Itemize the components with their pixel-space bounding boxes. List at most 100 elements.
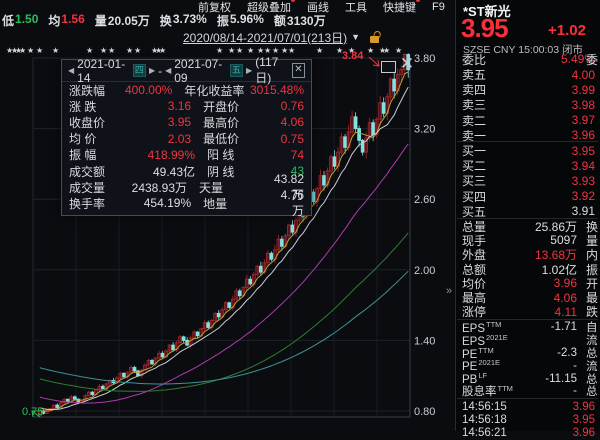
stat-value: -2.3 xyxy=(557,346,577,359)
event-star-icon: ★ xyxy=(126,46,133,55)
stat-value: 25.86万 xyxy=(534,219,577,234)
stat-label: 最高 xyxy=(462,291,487,306)
next-day-arrow-2[interactable]: ▶ xyxy=(246,66,253,75)
level-label: 卖二 xyxy=(462,113,487,128)
stat-label: 地量 xyxy=(203,196,228,211)
restore-window-icon[interactable] xyxy=(381,61,396,73)
level-price: 3.95 xyxy=(571,143,595,158)
stat-superscript: 2021E xyxy=(486,332,508,342)
event-star-icon: ★ xyxy=(281,46,288,55)
y-axis-label: 1.40 xyxy=(414,335,435,347)
start-dow-badge: 四 xyxy=(132,64,146,77)
ask-levels: 卖五 4.00 卖四 3.99 卖三 3.98 卖二 3.97 卖一 3.96 xyxy=(455,67,600,143)
stat-label: 总额 xyxy=(462,262,487,277)
date-range-row: 2020/08/14-2021/07/01(213日) ▼ xyxy=(183,29,380,45)
period-high-marker: 3.84 xyxy=(342,50,364,62)
bid-row: 买一 3.95 xyxy=(455,143,600,159)
event-star-icon: ★ xyxy=(272,46,279,55)
event-star-icon: ★ xyxy=(27,46,34,55)
event-star-icon: ★ xyxy=(379,46,386,55)
stat-value: 3.96 xyxy=(553,276,577,291)
event-star-icon: ★ xyxy=(336,46,343,55)
unlock-icon[interactable] xyxy=(370,35,380,43)
range-stats-row: 换手率 454.19% 地量 4.76万 xyxy=(62,188,311,218)
chevron-down-icon[interactable]: ▼ xyxy=(351,32,361,42)
level-price: 3.94 xyxy=(571,158,595,173)
level-price: 3.98 xyxy=(571,97,595,112)
stat-振: 振 5.96% xyxy=(217,12,264,29)
divider xyxy=(457,319,598,320)
stat-value: 1.02亿 xyxy=(541,262,577,277)
stat-value: 418.99% xyxy=(147,147,195,162)
quote-stats: 总量 25.86万换现手 5097 量外盘 13.68万内总额 1.02亿振均价 3.96 开… xyxy=(455,219,600,320)
tick-row: 14:56:21 3.96 xyxy=(455,427,600,440)
stat-value: 4.11 xyxy=(554,304,577,319)
level-label: 卖四 xyxy=(462,83,487,98)
partial-label: 流 xyxy=(586,360,598,373)
collapse-panel-handle[interactable]: » xyxy=(446,285,453,297)
ma-line-100 xyxy=(39,270,409,385)
stock-name: *ST新光 xyxy=(463,4,511,19)
stat-label: 开盘价 xyxy=(203,99,240,114)
stat-value: 1.50 xyxy=(15,12,39,26)
range-start-date[interactable]: 2021-01-14 xyxy=(77,56,126,85)
date-range-selector[interactable]: 2020/08/14-2021/07/01(213日) xyxy=(183,30,348,45)
prev-day-arrow[interactable]: ◀ xyxy=(68,66,75,75)
range-stats-row: 收盘价 3.95 最高价 4.06 xyxy=(62,114,311,130)
stat-superscript: TTM xyxy=(497,383,513,393)
stat-value: -1.71 xyxy=(550,321,577,334)
range-day-count: (117日) xyxy=(255,55,279,85)
close-icon[interactable]: ✕ xyxy=(399,54,415,73)
event-star-icon: ★ xyxy=(155,46,162,55)
stat-value: 3.16 xyxy=(167,99,192,114)
range-stats-row: 成交量 2438.93万 天量 43.82万 xyxy=(62,172,311,202)
stat-value: 3.95 xyxy=(167,115,192,130)
stat-label: PETTM xyxy=(462,345,494,361)
stat-value: 4.06 xyxy=(280,115,304,130)
range-separator: - xyxy=(158,63,163,78)
stat-量: 量 20.05万 xyxy=(95,12,150,29)
stat-value: 49.43亿 xyxy=(152,164,195,179)
stat-label: PE2021E xyxy=(462,358,501,374)
stat-superscript: TTM xyxy=(486,319,502,329)
menu-item-超级叠加[interactable]: 超级叠加 xyxy=(247,0,295,15)
event-star-icon: ★ xyxy=(134,46,141,55)
close-panel-icon[interactable]: ✕ xyxy=(291,63,305,78)
quote-stat-row: 总额 1.02亿振 xyxy=(455,262,600,277)
notification-dot xyxy=(416,0,420,2)
prev-day-arrow-2[interactable]: ◀ xyxy=(165,66,172,75)
tick-price: 3.96 xyxy=(572,427,595,440)
stat-label: 低 xyxy=(2,14,15,28)
stat-value: 1.56 xyxy=(61,12,85,26)
y-axis-label: 3.80 xyxy=(414,53,435,65)
level-price: 4.00 xyxy=(571,67,595,82)
stat-label: 涨跌幅 xyxy=(69,83,106,98)
bid-row: 买五 3.91 xyxy=(455,204,600,219)
menu-item-前复权[interactable]: 前复权 xyxy=(198,1,231,14)
partial-label: 总 xyxy=(586,386,598,399)
level-price: 3.99 xyxy=(571,82,595,97)
event-star-icon: ★ xyxy=(288,46,295,55)
level-label: 买五 xyxy=(462,204,487,219)
next-day-arrow[interactable]: ▶ xyxy=(148,66,156,75)
partial-label: 总 xyxy=(586,347,598,360)
stat-value: 43.82万 xyxy=(273,171,304,202)
quote-stat-row: 外盘 13.68万内 xyxy=(455,248,600,262)
valuation-row: EPS2021E 流 xyxy=(455,332,600,348)
menu-item-工具[interactable]: 工具 xyxy=(345,1,367,14)
partial-label: 最 xyxy=(586,291,599,306)
ask-row: 卖五 4.00 xyxy=(455,67,600,83)
menu-item-画线[interactable]: 画线 xyxy=(307,1,329,14)
stat-label: 均 价 xyxy=(69,132,97,147)
menu-item-快捷键[interactable]: 快捷键 xyxy=(383,0,420,15)
tick-time: 14:56:21 xyxy=(462,427,507,440)
notification-dot xyxy=(291,0,295,2)
partial-label: 内 xyxy=(586,248,599,263)
ask-row: 卖一 3.96 xyxy=(455,128,600,143)
range-end-date[interactable]: 2021-07-09 xyxy=(174,56,223,85)
end-dow-badge: 五 xyxy=(230,64,244,77)
range-stats-panel: ◀ 2021-01-14 四 ▶ - ◀ 2021-07-09 五 ▶ (117… xyxy=(61,55,312,218)
menu-item-F9[interactable]: F9 xyxy=(432,0,445,13)
stat-label: 量 xyxy=(94,14,107,28)
stat-label: PBLF xyxy=(462,371,488,386)
